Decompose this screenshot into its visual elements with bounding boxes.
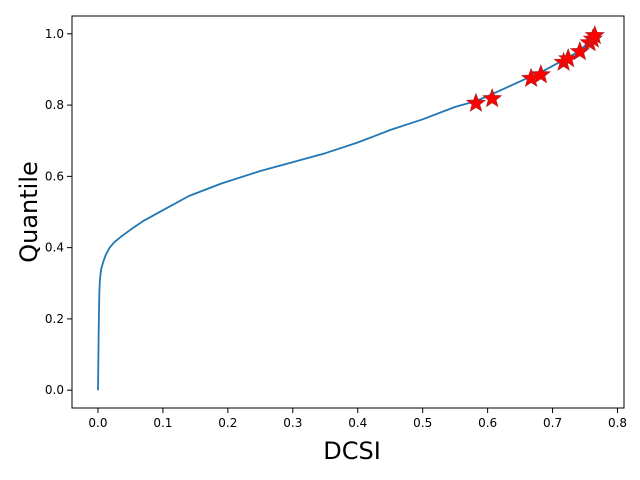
x-tick-label: 0.2 xyxy=(218,416,237,430)
x-axis: 0.0 0.1 0.2 0.3 0.4 0.5 0.6 0.7 0.8 xyxy=(88,408,627,430)
x-tick-label: 0.4 xyxy=(348,416,367,430)
y-tick-label: 0.4 xyxy=(45,241,64,255)
plot-frame xyxy=(71,15,625,409)
x-tick-label: 0.3 xyxy=(283,416,302,430)
y-axis: 0.0 0.2 0.4 0.6 0.8 1.0 xyxy=(45,27,72,397)
star-marker xyxy=(482,88,503,108)
plot-area xyxy=(97,24,605,391)
star-marker xyxy=(530,64,551,84)
x-axis-label: DCSI xyxy=(323,437,381,465)
x-tick-label: 0.7 xyxy=(543,416,562,430)
x-tick-label: 0.8 xyxy=(608,416,627,430)
y-tick-label: 0.6 xyxy=(45,169,64,183)
x-tick-label: 0.6 xyxy=(478,416,497,430)
y-tick-label: 0.2 xyxy=(45,312,64,326)
y-tick-label: 1.0 xyxy=(45,27,64,41)
x-tick-label: 0.0 xyxy=(88,416,107,430)
star-marker xyxy=(465,92,487,112)
x-tick-label: 0.5 xyxy=(413,416,432,430)
y-tick-label: 0.8 xyxy=(45,98,64,112)
y-axis-label: Quantile xyxy=(15,161,43,263)
star-marker xyxy=(584,24,605,45)
y-tick-label: 0.0 xyxy=(45,383,64,397)
x-tick-label: 0.1 xyxy=(153,416,172,430)
